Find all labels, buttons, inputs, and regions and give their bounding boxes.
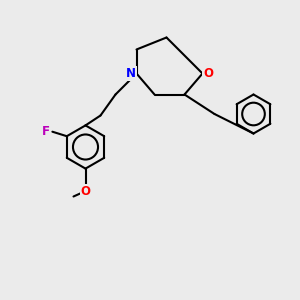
Text: N: N — [126, 67, 136, 80]
Text: O: O — [203, 67, 213, 80]
Text: F: F — [42, 125, 50, 138]
Text: O: O — [80, 184, 91, 198]
